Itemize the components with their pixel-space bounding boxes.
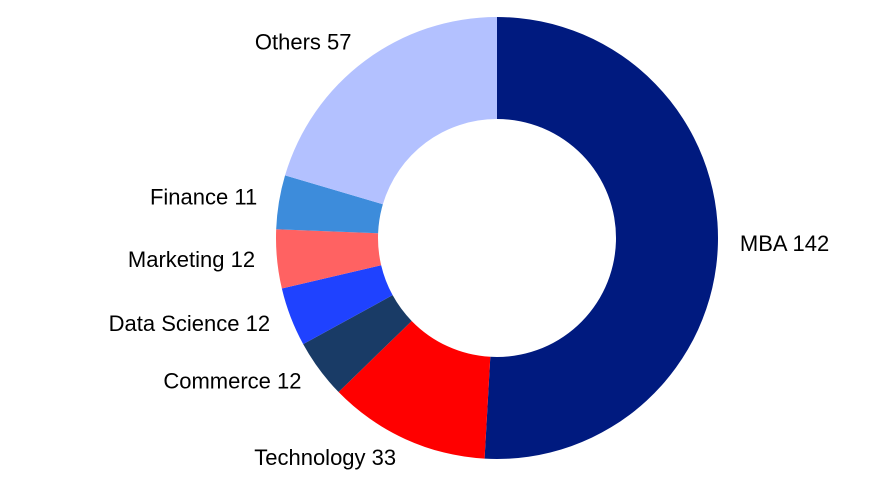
slice-label-value: 12 <box>246 311 270 336</box>
slice-label-category: Commerce <box>163 368 271 393</box>
slice-label: MBA 142 <box>740 231 829 256</box>
slice-label-category: Others <box>255 29 321 54</box>
slice-label-category: Data Science <box>109 311 240 336</box>
slice-label: Commerce 12 <box>163 368 301 393</box>
slice-label-value: 57 <box>327 29 351 54</box>
slice-label-value: 142 <box>792 231 829 256</box>
slice-label: Technology 33 <box>254 445 396 470</box>
slice-label-category: Finance <box>150 184 228 209</box>
donut-slice <box>276 175 383 234</box>
donut-slice <box>484 17 718 459</box>
slice-label: Finance 11 <box>150 184 257 209</box>
slice-label-category: MBA <box>740 231 788 256</box>
donut-slice <box>338 320 491 459</box>
slice-label-value: 12 <box>277 368 301 393</box>
donut-slice <box>281 265 393 345</box>
donut-slice <box>276 229 382 289</box>
donut-slice <box>303 295 412 393</box>
slice-label-value: 33 <box>372 445 396 470</box>
slice-label-category: Marketing <box>128 247 225 272</box>
slice-label: Others 57 <box>255 29 352 54</box>
slice-label-value: 11 <box>234 184 257 209</box>
slice-label: Data Science 12 <box>109 311 270 336</box>
slice-label-category: Technology <box>254 445 365 470</box>
slice-label: Marketing 12 <box>128 247 255 272</box>
slice-label-value: 12 <box>231 247 255 272</box>
donut-slice <box>285 17 497 205</box>
